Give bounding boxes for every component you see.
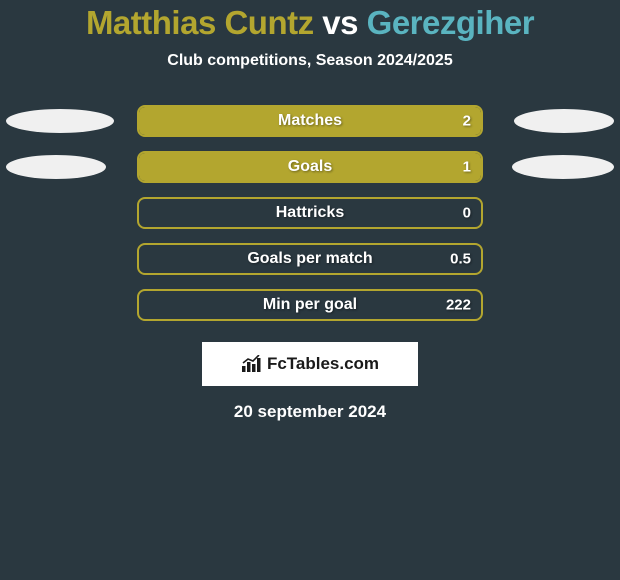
page-title: Matthias Cuntz vs Gerezgiher [0, 4, 620, 42]
left-ellipse [6, 109, 114, 133]
stat-row: Goals1 [0, 144, 620, 190]
right-ellipse [514, 109, 614, 133]
right-ellipse [512, 155, 614, 179]
stat-label: Goals per match [139, 250, 481, 268]
comparison-infographic: Matthias Cuntz vs Gerezgiher Club compet… [0, 0, 620, 422]
stat-rows: Matches2Goals1Hattricks0Goals per match0… [0, 98, 620, 328]
stat-value: 0.5 [450, 251, 471, 268]
stat-label: Matches [139, 112, 481, 130]
stat-bar: Goals per match0.5 [137, 243, 483, 275]
stat-bar: Goals1 [137, 151, 483, 183]
stat-row: Goals per match0.5 [0, 236, 620, 282]
bar-chart-icon [241, 355, 263, 373]
stat-label: Hattricks [139, 204, 481, 222]
stat-row: Matches2 [0, 98, 620, 144]
stat-bar: Min per goal222 [137, 289, 483, 321]
subtitle: Club competitions, Season 2024/2025 [0, 52, 620, 70]
brand-box: FcTables.com [202, 342, 418, 386]
stat-bar: Matches2 [137, 105, 483, 137]
stat-label: Goals [139, 158, 481, 176]
stat-bar: Hattricks0 [137, 197, 483, 229]
stat-label: Min per goal [139, 296, 481, 314]
brand-text: FcTables.com [267, 354, 379, 374]
stat-row: Min per goal222 [0, 282, 620, 328]
stat-value: 2 [463, 113, 471, 130]
stat-value: 222 [446, 297, 471, 314]
date-text: 20 september 2024 [0, 402, 620, 422]
stat-value: 0 [463, 205, 471, 222]
stat-row: Hattricks0 [0, 190, 620, 236]
stat-value: 1 [463, 159, 471, 176]
left-ellipse [6, 155, 106, 179]
